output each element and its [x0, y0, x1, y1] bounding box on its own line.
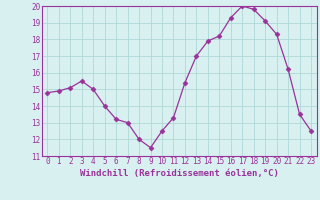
X-axis label: Windchill (Refroidissement éolien,°C): Windchill (Refroidissement éolien,°C) [80, 169, 279, 178]
